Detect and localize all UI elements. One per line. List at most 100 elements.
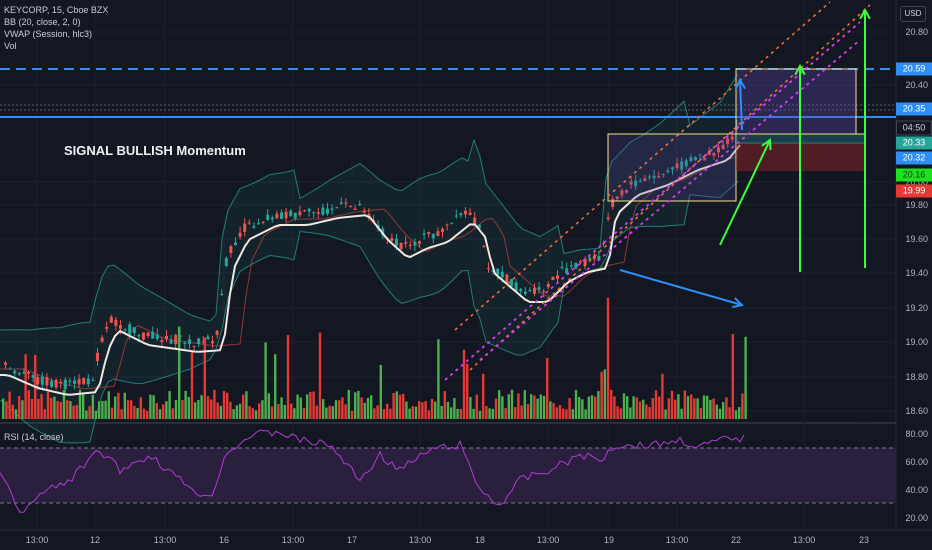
price-axis-label: 19.60 (905, 234, 928, 244)
rsi-legend[interactable]: RSI (14, close) (4, 432, 64, 442)
bb-legend[interactable]: BB (20, close, 2, 0) (4, 17, 81, 27)
volume-bar (696, 398, 699, 419)
volume-bar (59, 401, 62, 419)
volume-bar (277, 403, 280, 419)
volume-bar (46, 391, 50, 419)
volume-bar (24, 354, 27, 419)
candle-body (252, 225, 256, 228)
volume-bar (715, 404, 718, 419)
candle-body (183, 343, 187, 345)
volume-bar (414, 406, 418, 419)
volume-bar (133, 405, 136, 419)
candle-body (339, 202, 343, 204)
volume-bar (699, 407, 702, 419)
price-axis[interactable]: 20.80 20.40 20.00 19.80 19.60 19.40 19.2… (896, 0, 932, 530)
candle-body (533, 287, 536, 294)
currency-button[interactable]: USD (900, 6, 926, 22)
blue-arrow-up-head (734, 77, 746, 90)
candle-body (431, 233, 435, 239)
candle-body (634, 180, 638, 187)
volume-bar (75, 405, 78, 419)
vwap-legend[interactable]: VWAP (Session, hlc3) (4, 29, 93, 39)
volume-bar (139, 397, 142, 419)
volume-bar (254, 410, 258, 419)
vwap-line (0, 144, 741, 396)
volume-bar (2, 398, 5, 419)
candle-body (551, 276, 555, 281)
volume-bar (667, 398, 670, 419)
volume-bar (517, 393, 520, 419)
volume-bar (654, 390, 658, 419)
volume-bar (670, 390, 674, 419)
candle-body (694, 157, 697, 161)
candle-body (730, 136, 734, 140)
candle-body (657, 176, 661, 178)
volume-bar (110, 407, 114, 419)
volume-bar (152, 395, 155, 419)
volume-bar (744, 336, 747, 419)
volume-bar (206, 396, 210, 419)
time-axis-label: 13:00 (153, 535, 177, 545)
indicator-legend: KEYCORP, 15, Cboe BZX BB (20, close, 2, … (4, 4, 108, 52)
candle-body (280, 212, 283, 219)
candle-body (445, 224, 449, 226)
candle-body (234, 242, 237, 246)
vol-legend[interactable]: Vol (4, 41, 17, 51)
candle-body (721, 144, 725, 150)
candle-body (344, 202, 348, 204)
time-axis[interactable]: 13:00 12 13:00 16 13:00 17 13:00 18 13:0… (0, 530, 896, 550)
volume-bar (642, 399, 645, 419)
candle-body (427, 231, 431, 234)
candle-body (381, 228, 385, 235)
candle-body (358, 203, 362, 205)
volume-bar (341, 397, 344, 419)
candle-body (59, 381, 63, 384)
candle-body (583, 258, 587, 266)
volume-bar (555, 407, 558, 419)
volume-bar (398, 394, 402, 419)
volume-bar (610, 389, 613, 419)
volume-bar (469, 397, 472, 419)
volume-bar (187, 397, 190, 419)
candle-body (643, 178, 647, 181)
volume-bar (382, 409, 386, 419)
volume-bar (69, 401, 72, 419)
candle-body (68, 380, 72, 382)
volume-bar (296, 394, 299, 419)
candle-body (717, 147, 720, 153)
signal-annotation: SIGNAL BULLISH Momentum (64, 143, 246, 158)
volume-bar (267, 393, 270, 419)
volume-bar (734, 410, 738, 419)
candle-body (224, 258, 228, 267)
candle-body (523, 291, 527, 295)
volume-bar (379, 364, 382, 419)
candle-body (188, 339, 191, 345)
volume-bar (27, 389, 30, 419)
candle-body (284, 211, 288, 219)
candle-body (353, 208, 357, 210)
candle-body (441, 228, 444, 232)
volume-bar (350, 410, 354, 419)
candle-body (50, 381, 53, 387)
volume-bar (552, 403, 555, 419)
symbol-title[interactable]: KEYCORP, 15, Cboe BZX (4, 5, 109, 15)
volume-bar (216, 402, 219, 419)
volume-bar (626, 396, 629, 419)
volume-bar (562, 408, 565, 419)
volume-bar (574, 390, 578, 419)
volume-bar (539, 394, 542, 419)
volume-bar (328, 405, 331, 419)
candle-body (243, 223, 247, 232)
volume-bar (488, 408, 491, 419)
volume-bar (213, 389, 216, 419)
volume-bar (280, 397, 283, 419)
candle-body (671, 167, 674, 170)
volume-bar (322, 399, 325, 419)
volume-bar (171, 408, 174, 419)
blue-arrow-up (739, 79, 743, 131)
volume-bar (424, 401, 427, 419)
price-axis-label: 20.40 (905, 80, 928, 90)
candle-body (293, 212, 297, 219)
volume-bar (315, 405, 318, 419)
